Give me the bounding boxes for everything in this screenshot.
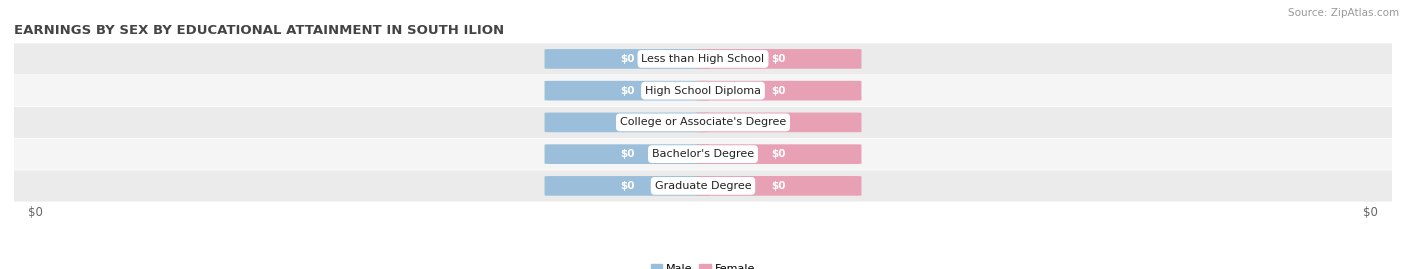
Text: $0: $0 [620,54,634,64]
Text: Graduate Degree: Graduate Degree [655,181,751,191]
Text: $0: $0 [772,181,786,191]
Text: $0: $0 [772,117,786,128]
Text: $0: $0 [620,86,634,96]
Text: EARNINGS BY SEX BY EDUCATIONAL ATTAINMENT IN SOUTH ILION: EARNINGS BY SEX BY EDUCATIONAL ATTAINMEN… [14,24,505,37]
Text: $0: $0 [620,117,634,128]
FancyBboxPatch shape [544,81,710,101]
Text: Source: ZipAtlas.com: Source: ZipAtlas.com [1288,8,1399,18]
FancyBboxPatch shape [7,43,1399,75]
Text: $0: $0 [620,149,634,159]
Text: $0: $0 [772,86,786,96]
FancyBboxPatch shape [7,139,1399,170]
Text: High School Diploma: High School Diploma [645,86,761,96]
FancyBboxPatch shape [696,144,862,164]
Text: $0: $0 [1364,206,1378,218]
FancyBboxPatch shape [696,49,862,69]
FancyBboxPatch shape [7,75,1399,106]
Text: $0: $0 [28,206,42,218]
FancyBboxPatch shape [696,176,862,196]
Text: $0: $0 [772,54,786,64]
Text: $0: $0 [772,149,786,159]
FancyBboxPatch shape [544,49,710,69]
FancyBboxPatch shape [7,170,1399,201]
Text: $0: $0 [620,181,634,191]
Text: College or Associate's Degree: College or Associate's Degree [620,117,786,128]
Legend: Male, Female: Male, Female [647,259,759,269]
FancyBboxPatch shape [544,176,710,196]
FancyBboxPatch shape [696,112,862,132]
FancyBboxPatch shape [544,112,710,132]
FancyBboxPatch shape [7,107,1399,138]
Text: Less than High School: Less than High School [641,54,765,64]
FancyBboxPatch shape [696,81,862,101]
Text: Bachelor's Degree: Bachelor's Degree [652,149,754,159]
FancyBboxPatch shape [544,144,710,164]
